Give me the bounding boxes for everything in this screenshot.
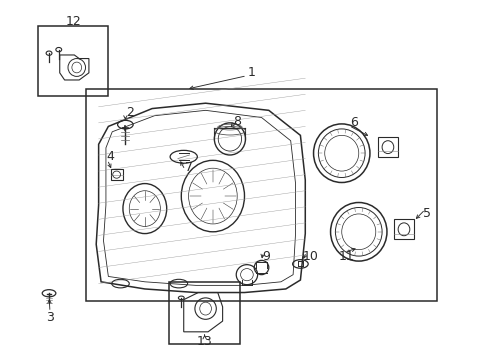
Text: 4: 4 bbox=[107, 150, 115, 163]
Text: 2: 2 bbox=[126, 105, 134, 119]
Text: 5: 5 bbox=[422, 207, 430, 220]
Text: 13: 13 bbox=[196, 335, 212, 348]
Text: 7: 7 bbox=[184, 161, 192, 174]
Text: 9: 9 bbox=[262, 250, 270, 263]
Bar bbox=[169, 282, 239, 344]
Text: 8: 8 bbox=[233, 114, 241, 127]
Text: 1: 1 bbox=[247, 66, 255, 79]
Bar bbox=[86, 89, 436, 301]
Text: 12: 12 bbox=[65, 14, 81, 27]
Text: 3: 3 bbox=[46, 311, 54, 324]
Text: 6: 6 bbox=[349, 116, 357, 129]
Text: 11: 11 bbox=[338, 250, 354, 263]
Text: 10: 10 bbox=[302, 250, 317, 263]
Bar bbox=[38, 26, 108, 96]
